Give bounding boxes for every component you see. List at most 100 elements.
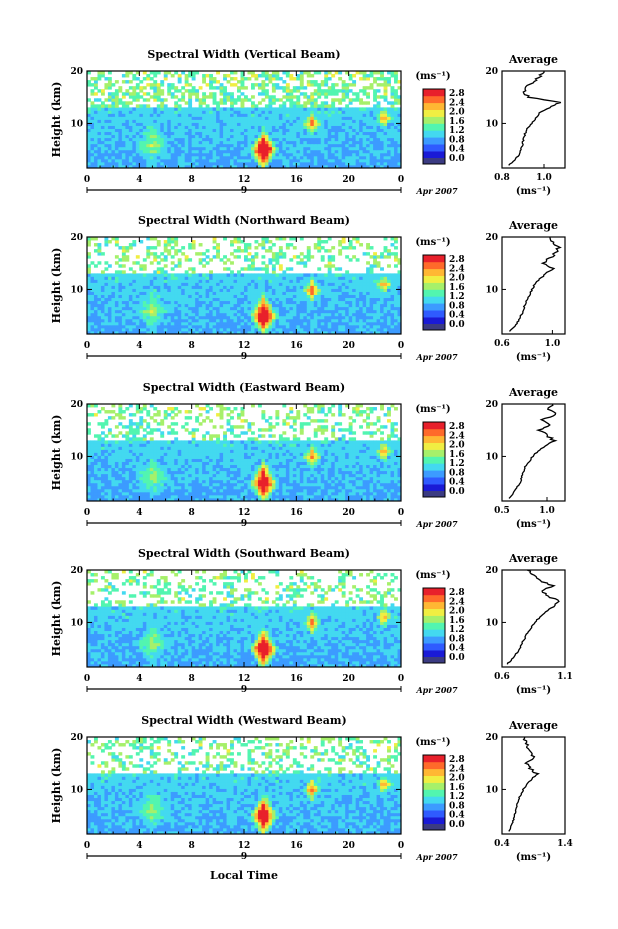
heatmap-cell — [128, 155, 133, 160]
heatmap-cell — [237, 161, 241, 166]
heatmap-cell — [390, 134, 395, 139]
heatmap-cell — [310, 321, 315, 326]
heatmap-cell — [369, 83, 374, 87]
heatmap-cell — [97, 164, 102, 169]
heatmap-cell — [250, 300, 255, 305]
heatmap-cell — [317, 134, 322, 139]
heatmap-cell — [163, 297, 168, 302]
heatmap-cell — [209, 276, 213, 280]
heatmap-cell — [205, 261, 210, 265]
heatmap-cell — [324, 164, 329, 169]
heatmap-cell — [373, 288, 377, 292]
heatmap-cell — [268, 279, 273, 283]
heatmap-cell — [184, 300, 189, 305]
heatmap-cell — [250, 318, 255, 323]
heatmap-cell — [376, 107, 381, 111]
heatmap-cell — [167, 140, 172, 145]
heatmap-cell — [296, 137, 301, 142]
heatmap-cell — [275, 146, 280, 151]
heatmap-cell — [87, 237, 91, 241]
heatmap-cell — [352, 306, 357, 311]
heatmap-cell — [289, 146, 294, 151]
heatmap-cell — [125, 249, 130, 253]
heatmap-cell — [191, 107, 196, 111]
heatmap-cell — [296, 491, 301, 496]
heatmap-cell — [285, 92, 290, 96]
heatmap-cell — [104, 98, 109, 102]
heatmap-cell — [261, 240, 266, 244]
heatmap-cell — [132, 297, 137, 302]
heatmap-cell — [299, 122, 304, 126]
heatmap-cell — [146, 312, 151, 317]
heatmap-cell — [100, 306, 105, 311]
heatmap-cell — [118, 158, 123, 163]
heatmap-cell — [355, 497, 360, 502]
heatmap-cell — [306, 164, 311, 169]
heatmap-cell — [296, 309, 301, 314]
heatmap-cell — [345, 83, 350, 87]
heatmap-cell — [212, 276, 217, 280]
heatmap — [87, 71, 402, 169]
heatmap-cell — [198, 279, 203, 283]
heatmap-cell — [125, 318, 130, 323]
heatmap-cell — [244, 131, 248, 136]
heatmap-cell — [247, 324, 252, 329]
heatmap-cell — [324, 303, 329, 308]
day-label: 9 — [241, 186, 247, 196]
heatmap-cell — [285, 152, 290, 157]
heatmap-cell — [111, 128, 116, 133]
heatmap-cell — [107, 155, 112, 160]
heatmap-cell — [376, 131, 381, 136]
heatmap-cell — [149, 321, 154, 326]
heatmap-cell — [257, 327, 262, 332]
heatmap-cell — [87, 315, 91, 320]
heatmap-cell — [299, 107, 304, 111]
heatmap-cell — [317, 89, 322, 93]
heatmap-cell — [104, 131, 109, 136]
heatmap-cell — [380, 321, 384, 326]
heatmap-cell — [334, 92, 339, 96]
heatmap-cell — [132, 491, 137, 496]
heatmap-cell — [380, 134, 384, 139]
heatmap-cell — [107, 83, 112, 87]
heatmap-cell — [170, 282, 175, 286]
heatmap-cell — [383, 131, 388, 136]
heatmap-cell — [341, 89, 346, 93]
heatmap-cell — [278, 164, 283, 169]
heatmap-cell — [146, 119, 151, 123]
heatmap-cell — [257, 146, 262, 151]
heatmap-cell — [104, 107, 109, 111]
heatmap-cell — [237, 149, 241, 154]
colorbar-tick-label: 0.4 — [449, 311, 465, 321]
heatmap-cell — [205, 306, 210, 311]
heatmap-cell — [244, 110, 248, 114]
heatmap-cell — [296, 324, 301, 329]
heatmap-cell — [324, 318, 329, 323]
heatmap-cell — [373, 104, 377, 108]
heatmap-cell — [167, 143, 172, 148]
heatmap-cell — [397, 107, 402, 111]
heatmap-cell — [132, 164, 137, 169]
heatmap-cell — [202, 297, 207, 302]
heatmap-cell — [97, 488, 102, 493]
heatmap-cell — [118, 246, 123, 250]
heatmap-cell — [104, 282, 109, 286]
heatmap-cell — [121, 282, 126, 286]
heatmap-cell — [90, 161, 95, 166]
heatmap-cell — [87, 122, 91, 126]
heatmap-cell — [90, 282, 95, 286]
heatmap-cell — [188, 327, 193, 332]
heatmap-cell — [111, 285, 116, 289]
heatmap-cell — [87, 240, 91, 244]
heatmap-cell — [271, 77, 276, 81]
heatmap-cell — [383, 95, 388, 99]
heatmap-cell — [292, 324, 297, 329]
heatmap-cell — [125, 294, 130, 299]
heatmap-cell — [289, 95, 294, 99]
heatmap-cell — [317, 152, 322, 157]
heatmap-cell — [223, 98, 227, 102]
heatmap-cell — [271, 285, 276, 289]
heatmap-cell — [170, 107, 175, 111]
heatmap-cell — [167, 252, 172, 256]
heatmap-cell — [163, 152, 168, 157]
